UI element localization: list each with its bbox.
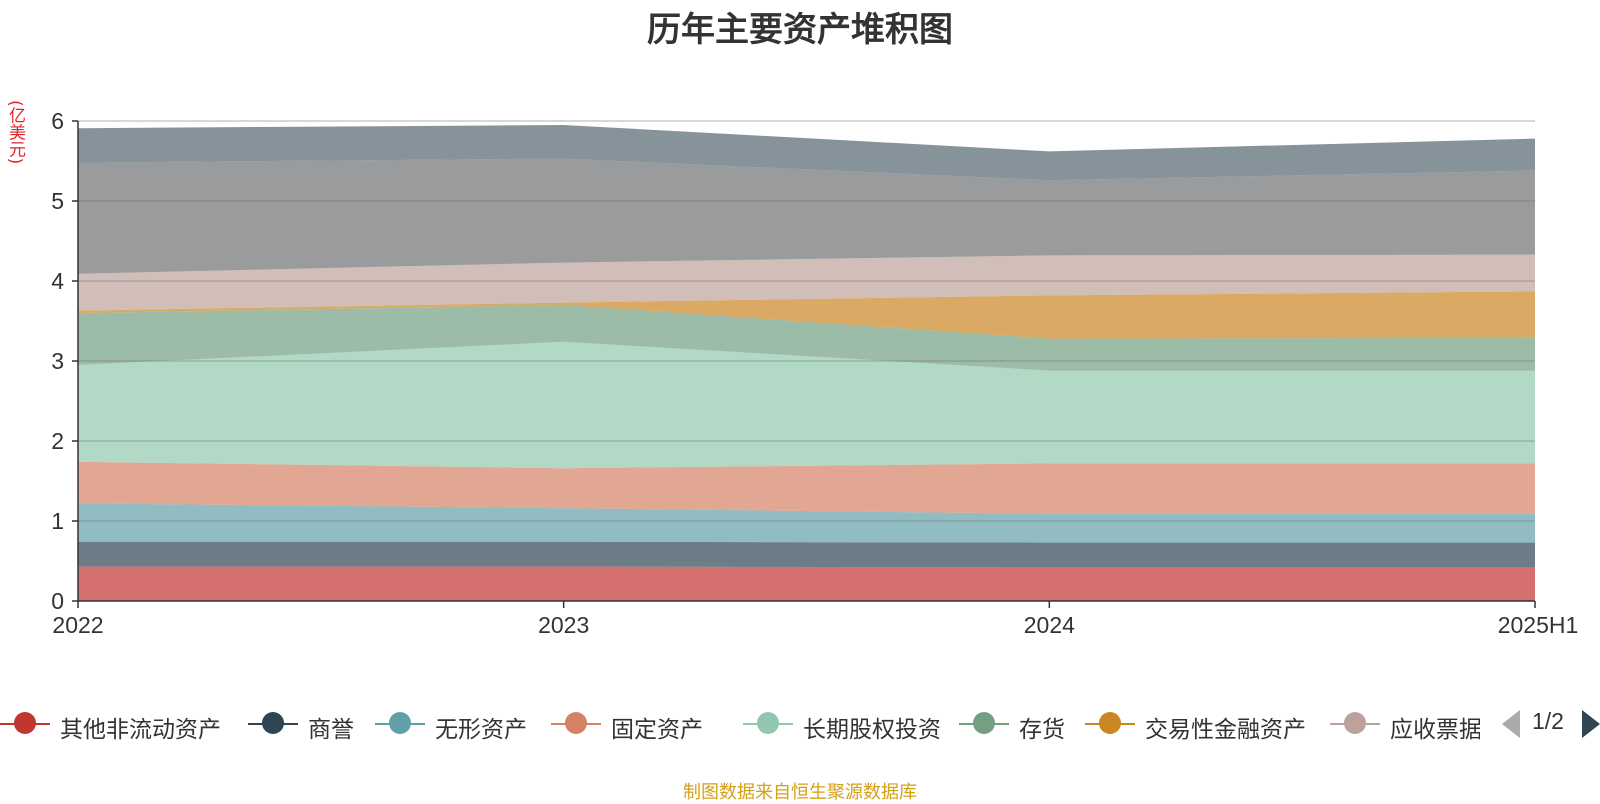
legend-circle-icon (262, 712, 284, 734)
x-tick-label: 2022 (52, 612, 103, 638)
legend-label: 交易性金融资产 (1145, 717, 1306, 742)
y-tick-label: 4 (51, 268, 64, 294)
legend-circle-icon (389, 712, 411, 734)
area-series-8[interactable] (78, 254, 1535, 311)
area-series-6[interactable] (78, 305, 1535, 371)
legend-label: 商誉 (308, 717, 354, 742)
area-series-4[interactable] (78, 461, 1535, 514)
legend-label: 无形资产 (435, 717, 527, 742)
x-tick-label: 2025H1 (1498, 612, 1579, 638)
legend-items: 其他非流动资产 商誉 无形资产 固定资产 长期股权投资 存货 交易性金融资产 应收票据 (0, 706, 1480, 742)
area-series-7[interactable] (78, 291, 1535, 339)
legend-page-indicator: 1/2 (1532, 708, 1564, 734)
legend-label: 长期股权投资 (803, 717, 941, 742)
stacked-areas (78, 125, 1535, 601)
chart-title: 历年主要资产堆积图 (647, 10, 953, 50)
legend-label: 其他非流动资产 (60, 717, 221, 742)
x-tick-label: 2024 (1024, 612, 1075, 638)
legend-label: 应收票据 (1390, 717, 1480, 742)
legend-circle-icon (1344, 712, 1366, 734)
y-tick-label: 6 (51, 108, 64, 134)
legend-label: 存货 (1019, 717, 1065, 742)
axes: 0 1 2 3 4 5 6 2022 2023 2024 2025H1 (51, 108, 1578, 638)
area-series-5[interactable] (78, 341, 1535, 469)
legend-circle-icon (1099, 712, 1121, 734)
legend-circle-icon (757, 712, 779, 734)
legend-label: 固定资产 (611, 717, 703, 742)
x-tick-label: 2023 (538, 612, 589, 638)
legend-circle-icon (565, 712, 587, 734)
legend: 其他非流动资产 商誉 无形资产 固定资产 长期股权投资 存货 交易性金融资产 应收票据 1/2 (0, 706, 1600, 742)
y-tick-label: 0 (51, 588, 64, 614)
y-tick-label: 2 (51, 428, 64, 454)
data-source-note: 制图数据来自恒生聚源数据库 (683, 782, 917, 803)
y-tick-label: 3 (51, 348, 64, 374)
y-axis-unit-label: (亿美元) (5, 100, 25, 165)
legend-circle-icon (973, 712, 995, 734)
area-series-10[interactable] (78, 125, 1535, 181)
legend-pager: 1/2 (1500, 706, 1600, 742)
area-series-2[interactable] (78, 541, 1535, 568)
area-series-1[interactable] (78, 566, 1535, 601)
y-tick-label: 5 (51, 188, 64, 214)
area-series-9[interactable] (78, 158, 1535, 274)
legend-prev-page-icon[interactable] (1502, 710, 1520, 738)
y-tick-label: 1 (51, 508, 64, 534)
chart-plot: 0 1 2 3 4 5 6 2022 2023 2024 2025H1 (51, 108, 1578, 638)
legend-circle-icon (14, 712, 36, 734)
legend-next-page-icon[interactable] (1582, 710, 1600, 738)
area-series-3[interactable] (78, 503, 1535, 543)
